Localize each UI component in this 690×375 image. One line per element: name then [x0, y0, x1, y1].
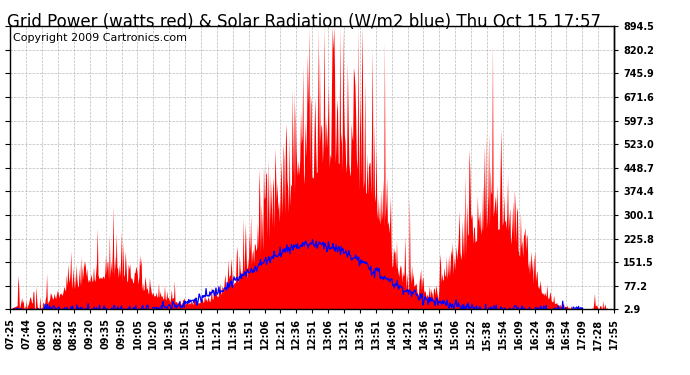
Text: Copyright 2009 Cartronics.com: Copyright 2009 Cartronics.com	[13, 33, 188, 44]
Text: Grid Power (watts red) & Solar Radiation (W/m2 blue) Thu Oct 15 17:57: Grid Power (watts red) & Solar Radiation…	[7, 13, 600, 31]
